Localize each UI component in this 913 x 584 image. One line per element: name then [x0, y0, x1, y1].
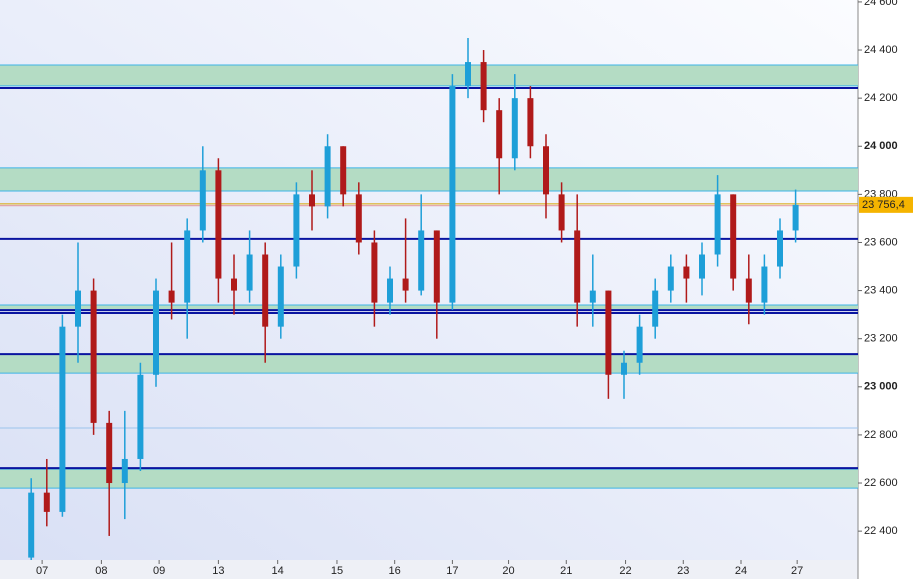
- y-tick-label: 22 800: [864, 429, 898, 441]
- candle-body: [480, 62, 487, 111]
- time-axis: [0, 560, 858, 579]
- y-tick-label: 24 600: [864, 0, 898, 8]
- x-tick-label: 23: [677, 565, 689, 577]
- candle-body: [589, 290, 596, 303]
- x-tick-label: 22: [619, 565, 631, 577]
- x-tick-label: 15: [331, 565, 343, 577]
- x-tick-label: 17: [446, 565, 458, 577]
- x-tick-label: 13: [212, 565, 224, 577]
- candle-body: [75, 290, 81, 327]
- candle-body: [449, 86, 456, 303]
- y-tick-label: 23 000: [864, 381, 898, 393]
- candle-body: [371, 242, 378, 303]
- candle-body: [387, 278, 393, 303]
- candle-body: [168, 290, 175, 303]
- candle-body: [59, 326, 66, 512]
- candle-body: [667, 266, 674, 291]
- candle-body: [730, 194, 737, 279]
- candle-body: [355, 194, 362, 243]
- zone: [0, 64, 858, 86]
- candle-body: [231, 278, 237, 291]
- candle-body: [652, 290, 659, 327]
- candle-body: [699, 254, 705, 279]
- zone: [0, 354, 858, 374]
- x-tick-label: 24: [735, 565, 747, 577]
- x-tick-label: 21: [560, 565, 572, 577]
- y-tick-label: 24 400: [864, 44, 898, 56]
- x-tick-label: 27: [791, 565, 803, 577]
- zone: [0, 167, 858, 191]
- candle-body: [402, 278, 409, 291]
- candle-body: [246, 254, 253, 291]
- candle-body: [621, 362, 627, 375]
- candle-body: [215, 170, 222, 279]
- candle-body: [262, 254, 269, 327]
- x-tick-label: 20: [502, 565, 514, 577]
- x-tick-label: 07: [36, 565, 48, 577]
- candle-body: [309, 194, 315, 207]
- candle-body: [683, 266, 690, 279]
- candle-body: [43, 492, 50, 512]
- candle-body: [340, 146, 347, 195]
- plot-area: [0, 0, 858, 560]
- candle-body: [636, 326, 643, 363]
- candle-body: [496, 110, 503, 159]
- candle-body: [277, 266, 284, 327]
- candle-body: [433, 230, 440, 303]
- candle-body: [792, 204, 799, 231]
- y-tick-label: 24 200: [864, 92, 898, 104]
- y-tick-label: 24 000: [864, 140, 898, 152]
- y-tick-label: 22 600: [864, 477, 898, 489]
- candle-body: [558, 194, 565, 231]
- x-tick-label: 14: [272, 565, 284, 577]
- last-price-label: 23 756,4: [862, 199, 905, 211]
- candle-body: [106, 422, 113, 484]
- candle-body: [745, 278, 752, 303]
- zone: [0, 469, 858, 489]
- candle-body: [465, 62, 471, 87]
- y-tick-label: 23 400: [864, 284, 898, 296]
- candle-body: [324, 146, 331, 207]
- candle-body: [90, 290, 97, 423]
- candle-body: [527, 98, 534, 147]
- candle-body: [761, 266, 768, 303]
- candle-body: [184, 230, 191, 303]
- candle-body: [605, 290, 612, 375]
- candle-body: [153, 290, 159, 375]
- candle-body: [714, 194, 721, 255]
- candle-body: [121, 458, 128, 484]
- candle-body: [543, 146, 549, 195]
- price-axis: [858, 0, 913, 579]
- candle-body: [511, 98, 518, 159]
- candle-body: [574, 230, 581, 303]
- candle-body: [293, 194, 300, 267]
- candle-body: [28, 492, 35, 558]
- candle-body: [777, 230, 783, 267]
- candle-body: [199, 170, 206, 231]
- x-tick-label: 09: [153, 565, 165, 577]
- x-tick-label: 16: [389, 565, 401, 577]
- y-tick-label: 22 400: [864, 525, 898, 537]
- zone: [0, 305, 858, 310]
- candle-body: [418, 230, 425, 291]
- y-tick-label: 23 200: [864, 333, 898, 345]
- y-tick-label: 23 600: [864, 236, 898, 248]
- x-tick-label: 08: [95, 565, 107, 577]
- last-price-box: [859, 196, 913, 213]
- candle-body: [137, 374, 144, 459]
